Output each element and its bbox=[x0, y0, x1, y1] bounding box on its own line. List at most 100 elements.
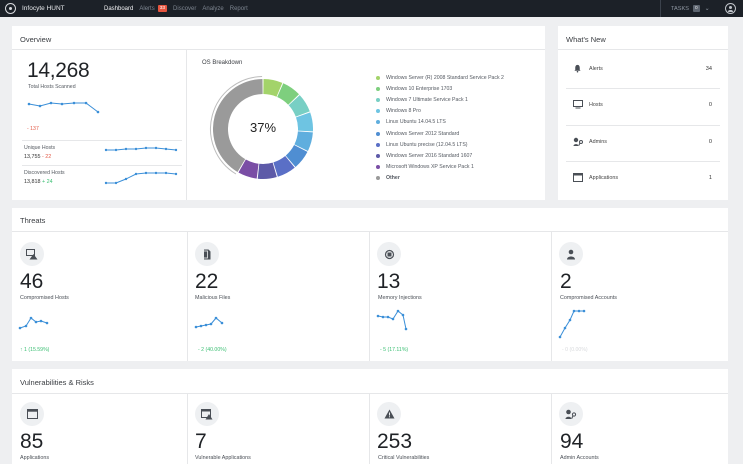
legend-swatch bbox=[376, 98, 380, 103]
legend-label: Windows 10 Enterprise 1703 bbox=[386, 86, 453, 93]
donut-segment[interactable] bbox=[257, 162, 277, 179]
nav-analyze[interactable]: Analyze bbox=[202, 5, 224, 12]
divider bbox=[369, 232, 370, 361]
whats-new-applications-value: 1 bbox=[708, 175, 712, 181]
divider bbox=[22, 140, 182, 141]
nav-report[interactable]: Report bbox=[229, 5, 248, 12]
os-legend-item[interactable]: Windows 8 Pro bbox=[376, 108, 421, 114]
discovered-hosts-value: 13,818 + 24 bbox=[24, 179, 53, 185]
whats-new-hosts-label: Hosts bbox=[589, 102, 603, 108]
tasks-count-badge: 0 bbox=[692, 5, 700, 12]
divider bbox=[22, 165, 182, 166]
divider bbox=[12, 231, 728, 232]
divider bbox=[12, 49, 545, 50]
discovered-hosts-delta: + 24 bbox=[42, 179, 53, 185]
os-breakdown-title: OS Breakdown bbox=[202, 60, 243, 66]
compromised-accounts-value[interactable]: 2 bbox=[560, 270, 572, 293]
admin-accounts-value[interactable]: 94 bbox=[560, 430, 584, 453]
vulnerable-applications-label: Vulnerable Applications bbox=[195, 455, 251, 461]
applications-label: Applications bbox=[20, 455, 50, 461]
vulnerable-window-icon bbox=[195, 402, 219, 426]
donut-segment-other[interactable] bbox=[213, 79, 263, 173]
legend-label: Windows Server 2012 Standard bbox=[386, 130, 460, 137]
compromised-hosts-delta: ↑ 1 (15.59%) bbox=[20, 347, 50, 353]
os-legend-item[interactable]: Microsoft Windows XP Service Pack 1 bbox=[376, 164, 474, 170]
legend-label: Windows Server (R) 2008 Standard Service… bbox=[386, 75, 504, 81]
unique-hosts-value: 13,755 - 22 bbox=[24, 154, 52, 160]
alerts-count-badge[interactable]: 33 bbox=[157, 5, 168, 12]
discovered-hosts-sparkline bbox=[104, 171, 178, 185]
chip-icon bbox=[377, 242, 401, 266]
whats-new-applications[interactable]: Applications 1 bbox=[558, 161, 728, 197]
os-legend-item[interactable]: Windows 7 Ultimate Service Pack 1 bbox=[376, 97, 468, 103]
malicious-files-label: Malicious Files bbox=[195, 295, 231, 301]
monitor-icon bbox=[573, 100, 583, 109]
os-legend-item[interactable]: Windows Server (R) 2008 Standard Service… bbox=[376, 75, 504, 81]
donut-segment[interactable] bbox=[294, 131, 313, 151]
whats-new-hosts-value: 0 bbox=[708, 102, 712, 108]
admin-accounts-label: Admin Accounts bbox=[560, 455, 599, 461]
total-hosts-sparkline bbox=[27, 101, 100, 114]
legend-swatch bbox=[376, 131, 380, 136]
whats-new-admins[interactable]: Admins 0 bbox=[558, 125, 728, 161]
divider bbox=[369, 394, 370, 464]
legend-label: Windows 7 Ultimate Service Pack 1 bbox=[386, 97, 468, 104]
legend-swatch bbox=[376, 120, 380, 125]
whats-new-card bbox=[558, 26, 728, 200]
donut-segment[interactable] bbox=[238, 159, 259, 179]
main-nav: Dashboard Alerts 33 Discover Analyze Rep… bbox=[104, 5, 254, 12]
os-legend-item[interactable]: Linux Ubuntu 14.04.5 LTS bbox=[376, 119, 446, 125]
critical-vulnerabilities-value[interactable]: 253 bbox=[377, 430, 413, 453]
divider bbox=[566, 161, 720, 162]
divider bbox=[551, 394, 552, 464]
whats-new-alerts[interactable]: Alerts 34 bbox=[558, 52, 728, 88]
legend-swatch bbox=[376, 109, 380, 114]
divider bbox=[187, 232, 188, 361]
vulnerable-applications-value[interactable]: 7 bbox=[195, 430, 207, 453]
malicious-files-sparkline bbox=[194, 316, 224, 329]
os-legend-item[interactable]: Windows Server 2016 Standard 1607 bbox=[376, 153, 472, 159]
total-hosts-label: Total Hosts Scanned bbox=[28, 84, 76, 90]
os-breakdown-percent: 37% bbox=[249, 120, 277, 135]
user-account-icon[interactable] bbox=[725, 3, 736, 14]
file-icon bbox=[195, 242, 219, 266]
donut-segment[interactable] bbox=[296, 112, 313, 132]
memory-injections-value[interactable]: 13 bbox=[377, 270, 401, 293]
divider bbox=[551, 232, 552, 361]
malicious-files-delta: - 2 (40.00%) bbox=[198, 347, 227, 353]
legend-label: Linux Ubuntu precise (12.04.5 LTS) bbox=[386, 141, 468, 148]
top-navigation-bar: Infocyte HUNT Dashboard Alerts 33 Discov… bbox=[0, 0, 743, 17]
whats-new-hosts[interactable]: Hosts 0 bbox=[558, 88, 728, 124]
critical-vulnerabilities-label: Critical Vulnerabilities bbox=[378, 455, 430, 461]
os-legend-item[interactable]: Other bbox=[376, 175, 400, 181]
nav-dashboard[interactable]: Dashboard bbox=[104, 5, 134, 12]
donut-segment[interactable] bbox=[277, 83, 300, 105]
compromised-hosts-value[interactable]: 46 bbox=[20, 270, 44, 293]
compromised-hosts-sparkline bbox=[18, 316, 49, 330]
infocyte-logo-icon[interactable] bbox=[5, 3, 16, 14]
donut-segment[interactable] bbox=[288, 95, 310, 117]
donut-segment[interactable] bbox=[263, 79, 283, 97]
donut-segment[interactable] bbox=[285, 145, 308, 167]
memory-injections-delta: - 5 (17.11%) bbox=[380, 347, 409, 353]
total-hosts-delta: - 137 bbox=[27, 126, 39, 132]
whats-new-alerts-value: 34 bbox=[705, 66, 712, 72]
whats-new-admins-label: Admins bbox=[589, 139, 607, 145]
applications-value[interactable]: 85 bbox=[20, 430, 44, 453]
divider bbox=[187, 394, 188, 464]
donut-segment[interactable] bbox=[273, 156, 295, 177]
tasks-menu[interactable]: TASKS 0 ⌄ bbox=[660, 0, 710, 17]
memory-injections-sparkline bbox=[376, 309, 408, 331]
nav-alerts[interactable]: Alerts bbox=[139, 5, 155, 12]
nav-discover[interactable]: Discover bbox=[173, 5, 197, 12]
whats-new-title: What's New bbox=[566, 35, 606, 44]
divider bbox=[566, 88, 720, 89]
os-legend-item[interactable]: Windows 10 Enterprise 1703 bbox=[376, 86, 452, 92]
malicious-files-value[interactable]: 22 bbox=[195, 270, 219, 293]
bell-icon bbox=[574, 64, 581, 73]
os-legend-item[interactable]: Windows Server 2012 Standard bbox=[376, 131, 459, 137]
vulnerabilities-card bbox=[12, 369, 728, 464]
os-legend-item[interactable]: Linux Ubuntu precise (12.04.5 LTS) bbox=[376, 142, 468, 148]
unique-hosts-sparkline bbox=[104, 146, 178, 152]
unique-hosts-label: Unique Hosts bbox=[24, 145, 56, 151]
